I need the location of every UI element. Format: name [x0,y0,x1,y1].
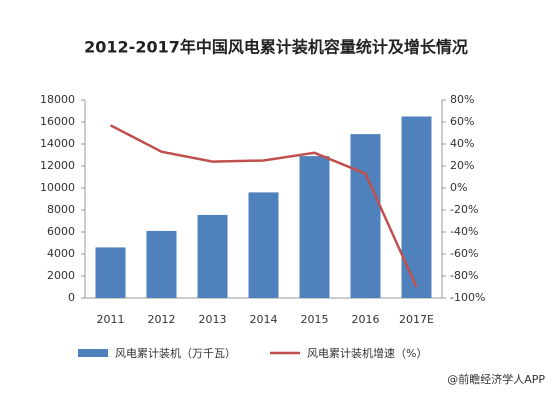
y2-tick-label: 40% [450,137,474,150]
legend-label: 风电累计装机（万千瓦） [115,346,236,360]
y2-tick-label: -40% [450,225,478,238]
y-tick-label: 10000 [40,181,75,194]
x-tick-label: 2013 [199,313,227,326]
y-tick-label: 6000 [47,225,75,238]
y2-tick-label: -100% [450,291,485,304]
x-tick-label: 2017E [399,313,434,326]
line [109,124,418,288]
x-tick-label: 2011 [97,313,125,326]
y2-tick-label: 0% [450,181,467,194]
y-tick-label: 0 [68,291,75,304]
bar [248,192,279,298]
x-tick-label: 2012 [148,313,176,326]
legend-swatch [78,349,108,357]
x-tick-label: 2015 [301,313,329,326]
x-tick-label: 2016 [352,313,380,326]
y2-tick-label: -60% [450,247,478,260]
y-tick-label: 16000 [40,115,75,128]
y-tick-label: 14000 [40,137,75,150]
y2-tick-label: -20% [450,203,478,216]
bar [95,247,126,298]
y2-tick-label: -80% [450,269,478,282]
bar [401,116,432,298]
y2-tick-label: 80% [450,93,474,106]
bar [197,214,228,298]
y2-tick-label: 60% [450,115,474,128]
y-tick-label: 2000 [47,269,75,282]
chart-title: 2012-2017年中国风电累计装机容量统计及增长情况 [84,38,468,57]
bar [146,230,177,298]
y-tick-label: 4000 [47,247,75,260]
source: @前瞻经济学人APP [447,372,545,386]
y-tick-label: 12000 [40,159,75,172]
bar [299,156,330,298]
y-tick-label: 18000 [40,93,75,106]
y-tick-label: 8000 [47,203,75,216]
bar [350,134,381,298]
y2-tick-label: 20% [450,159,474,172]
legend-label: 风电累计装机增速（%） [307,346,427,360]
x-tick-label: 2014 [250,313,278,326]
